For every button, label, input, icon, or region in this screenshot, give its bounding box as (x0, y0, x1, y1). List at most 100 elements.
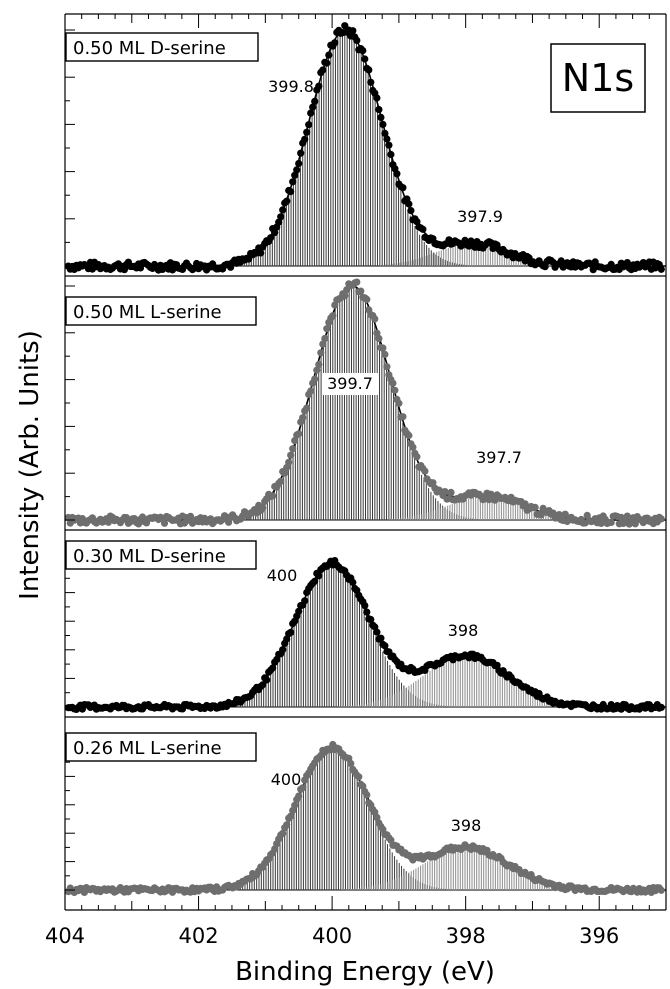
data-point (371, 315, 379, 323)
data-point (375, 334, 383, 343)
data-point (353, 36, 361, 45)
data-point (399, 184, 407, 192)
data-point (365, 66, 373, 74)
data-point (269, 664, 277, 672)
data-point (319, 340, 327, 348)
main-component-fill (209, 564, 454, 707)
data-point (313, 366, 321, 374)
x-ticks: 404 402 400 398 396 (45, 14, 667, 948)
data-point (409, 443, 417, 451)
panel-4: 0.26 ML L-serine 400 398 (64, 716, 666, 897)
x-tick-label: 402 (179, 924, 219, 948)
data-point (291, 801, 299, 809)
panel-label-box (65, 296, 257, 326)
data-point (379, 344, 387, 352)
data-point (361, 602, 369, 610)
peak-label: 400 (271, 770, 302, 789)
data-point (299, 414, 307, 422)
data-point (269, 492, 277, 500)
data-point (329, 312, 337, 320)
data-point (429, 479, 437, 487)
data-point (289, 445, 297, 453)
data-point (361, 55, 369, 63)
peak-label: 398 (448, 621, 479, 640)
data-point (295, 430, 303, 438)
data-point (287, 451, 295, 459)
data-point (393, 170, 401, 178)
data-point (355, 773, 363, 781)
panel-2: 0.50 ML L-serine 399.7 397.7 (64, 275, 666, 528)
data-point (389, 379, 397, 387)
data-point (381, 642, 389, 650)
data-point (561, 510, 569, 518)
data-point (521, 500, 529, 508)
data-point (279, 646, 287, 654)
data-point (391, 386, 399, 394)
data-point (309, 103, 317, 111)
data-point (383, 363, 391, 371)
data-point (186, 512, 195, 520)
data-point (104, 518, 112, 526)
data-point (395, 399, 403, 407)
data-point (267, 234, 275, 242)
data-point (357, 287, 365, 295)
data-point (319, 66, 327, 74)
data-point (301, 597, 309, 605)
data-point (363, 295, 371, 303)
data-point (263, 676, 271, 684)
data-point (275, 218, 283, 226)
data-point (257, 249, 265, 257)
data-point (367, 615, 375, 624)
data-point (349, 578, 357, 587)
data-points (64, 22, 665, 274)
data-point (317, 349, 325, 357)
panel-3: 0.30 ML D-serine 400 398 (64, 529, 666, 714)
data-points (64, 740, 665, 897)
data-point (287, 628, 295, 637)
y-axis-title: Intensity (Arb. Units) (15, 330, 45, 600)
data-point (311, 375, 319, 383)
data-point (271, 229, 279, 237)
data-point (293, 166, 301, 174)
data-point (349, 27, 357, 35)
data-point (379, 120, 387, 128)
data-point (283, 821, 291, 829)
data-point (315, 360, 323, 369)
data-point (299, 784, 307, 792)
peak-label: 398 (451, 816, 482, 835)
data-point (377, 634, 385, 642)
data-point (367, 78, 375, 86)
main-component-fill (224, 286, 479, 520)
data-point (321, 334, 329, 343)
data-point (383, 135, 391, 143)
data-point (387, 150, 395, 159)
x-tick-label: 398 (446, 924, 486, 948)
data-point (323, 325, 331, 333)
data-point (311, 97, 319, 105)
data-points (64, 278, 665, 528)
data-point (287, 188, 295, 196)
x-tick-label: 400 (312, 924, 352, 948)
data-point (325, 51, 333, 59)
panel-label-box (65, 732, 257, 762)
x-tick-label: 396 (579, 924, 619, 948)
data-point (295, 792, 303, 800)
peak-label: 399.8 (268, 77, 314, 96)
data-point (623, 259, 631, 267)
data-point (279, 829, 287, 838)
data-point (291, 171, 299, 179)
peak-label-bg (322, 373, 378, 395)
n1s-label: N1s (562, 56, 634, 100)
data-point (377, 113, 385, 121)
data-point (405, 431, 413, 440)
data-point (531, 503, 539, 511)
data-point (419, 225, 427, 233)
data-point (657, 265, 665, 273)
data-point (375, 106, 383, 114)
data-point (315, 572, 323, 580)
data-point (373, 628, 381, 636)
peak-label: 399.7 (327, 374, 373, 393)
data-point (373, 813, 381, 822)
data-point (413, 453, 421, 461)
